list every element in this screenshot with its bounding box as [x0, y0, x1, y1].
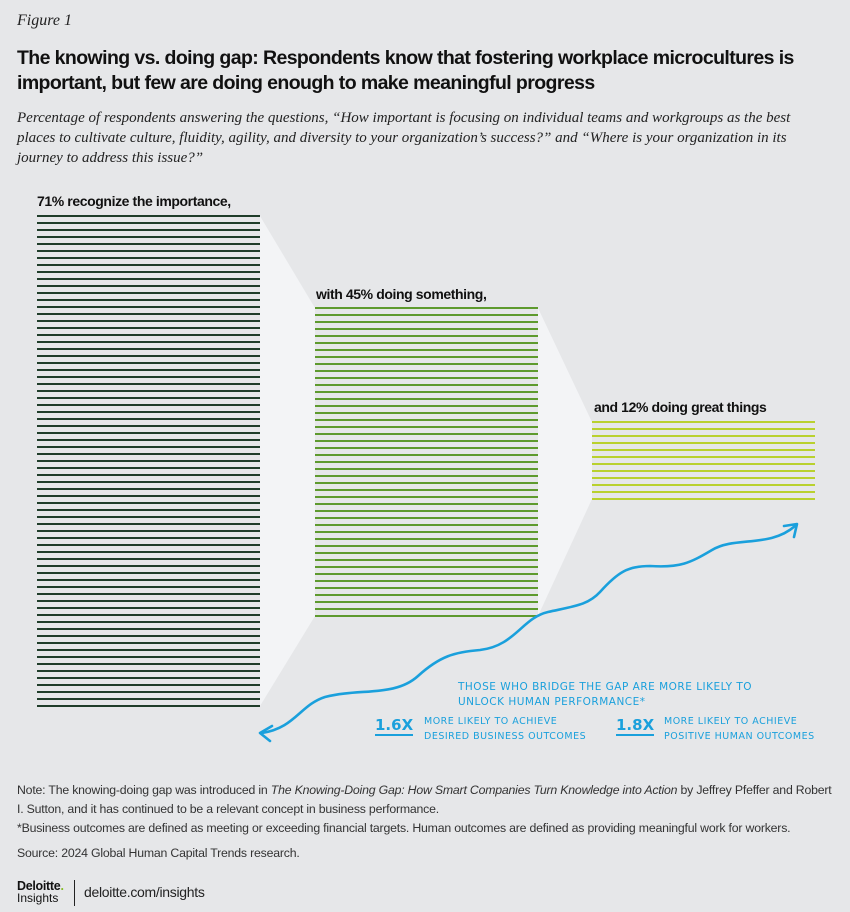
- bar-2: [315, 307, 538, 617]
- label-recognize: 71% recognize the importance,: [37, 193, 231, 209]
- funnel-connector: [538, 308, 592, 616]
- annotation-headline: Those who bridge the gap are more likely…: [458, 681, 753, 708]
- stat-multiplier-business: 1.6X: [375, 716, 414, 736]
- source: Source: 2024 Global Human Capital Trends…: [17, 846, 300, 860]
- chart-subtitle: Percentage of respondents answering the …: [17, 110, 791, 166]
- deloitte-logo: Deloitte. Insights: [17, 879, 64, 905]
- bar-3: [592, 421, 815, 500]
- note: Note: The knowing-doing gap was introduc…: [17, 783, 832, 816]
- arrow-left-icon: [258, 724, 274, 743]
- chart-title: The knowing vs. doing gap: Respondents k…: [17, 47, 794, 94]
- squiggle-arrow: [258, 522, 799, 743]
- label-doing-great: and 12% doing great things: [594, 399, 767, 415]
- stat-text-human: More likely to achieve positive human ou…: [664, 716, 815, 742]
- figure-label: Figure 1: [17, 12, 72, 29]
- arrow-up-right-icon: [782, 522, 799, 539]
- footer-url[interactable]: deloitte.com/insights: [84, 884, 205, 900]
- stat-text-business: More likely to achieve desired business …: [424, 716, 587, 742]
- notes: Note: The knowing-doing gap was introduc…: [17, 781, 837, 863]
- funnel-connector: [260, 216, 315, 706]
- footnote: *Business outcomes are defined as meetin…: [17, 821, 791, 835]
- bar-1: [37, 215, 260, 707]
- footer-divider: [74, 880, 75, 906]
- stat-multiplier-human: 1.8X: [616, 716, 655, 736]
- label-doing-something: with 45% doing something,: [316, 286, 487, 302]
